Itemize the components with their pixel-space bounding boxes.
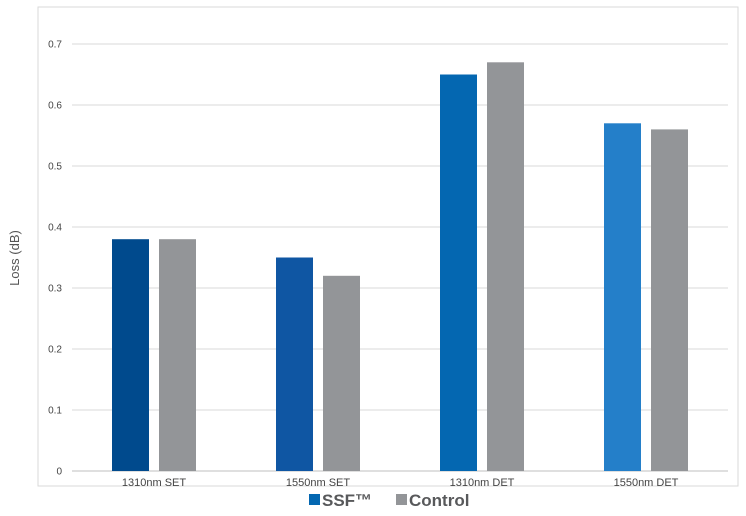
x-tick-label: 1550nm DET bbox=[614, 477, 679, 489]
y-tick-label: 0 bbox=[56, 467, 62, 478]
legend: SSF™ Control bbox=[309, 491, 469, 510]
y-tick-label: 0.7 bbox=[48, 40, 62, 51]
legend-label-control: Control bbox=[409, 491, 469, 510]
bar-ssf bbox=[604, 123, 641, 472]
y-axis-ticks: 0 0.1 0.2 0.3 0.4 0.5 0.6 0.7 bbox=[48, 40, 62, 478]
y-tick-label: 0.5 bbox=[48, 162, 62, 173]
chart-border bbox=[37, 6, 739, 487]
y-tick-label: 0.4 bbox=[48, 223, 62, 234]
x-tick-label: 1310nm SET bbox=[122, 477, 186, 489]
x-tick-label: 1550nm SET bbox=[286, 477, 350, 489]
y-tick-label: 0.2 bbox=[48, 345, 62, 356]
bar-control bbox=[487, 62, 524, 472]
bars bbox=[112, 62, 688, 472]
bar-ssf bbox=[440, 74, 477, 471]
y-tick-label: 0.3 bbox=[48, 284, 62, 295]
bar-ssf bbox=[276, 257, 313, 471]
y-axis-title: Loss (dB) bbox=[7, 230, 22, 286]
legend-swatch-control bbox=[396, 494, 407, 505]
bar-control bbox=[651, 129, 688, 471]
y-tick-label: 0.6 bbox=[48, 101, 62, 112]
x-axis-ticks: 1310nm SET 1550nm SET 1310nm DET 1550nm DET bbox=[122, 477, 679, 489]
legend-swatch-ssf bbox=[309, 494, 320, 505]
bar-ssf bbox=[112, 239, 149, 471]
y-tick-label: 0.1 bbox=[48, 406, 62, 417]
legend-label-ssf: SSF™ bbox=[322, 491, 372, 510]
bar-control bbox=[159, 239, 196, 471]
x-tick-label: 1310nm DET bbox=[450, 477, 515, 489]
bar-control bbox=[323, 275, 360, 471]
